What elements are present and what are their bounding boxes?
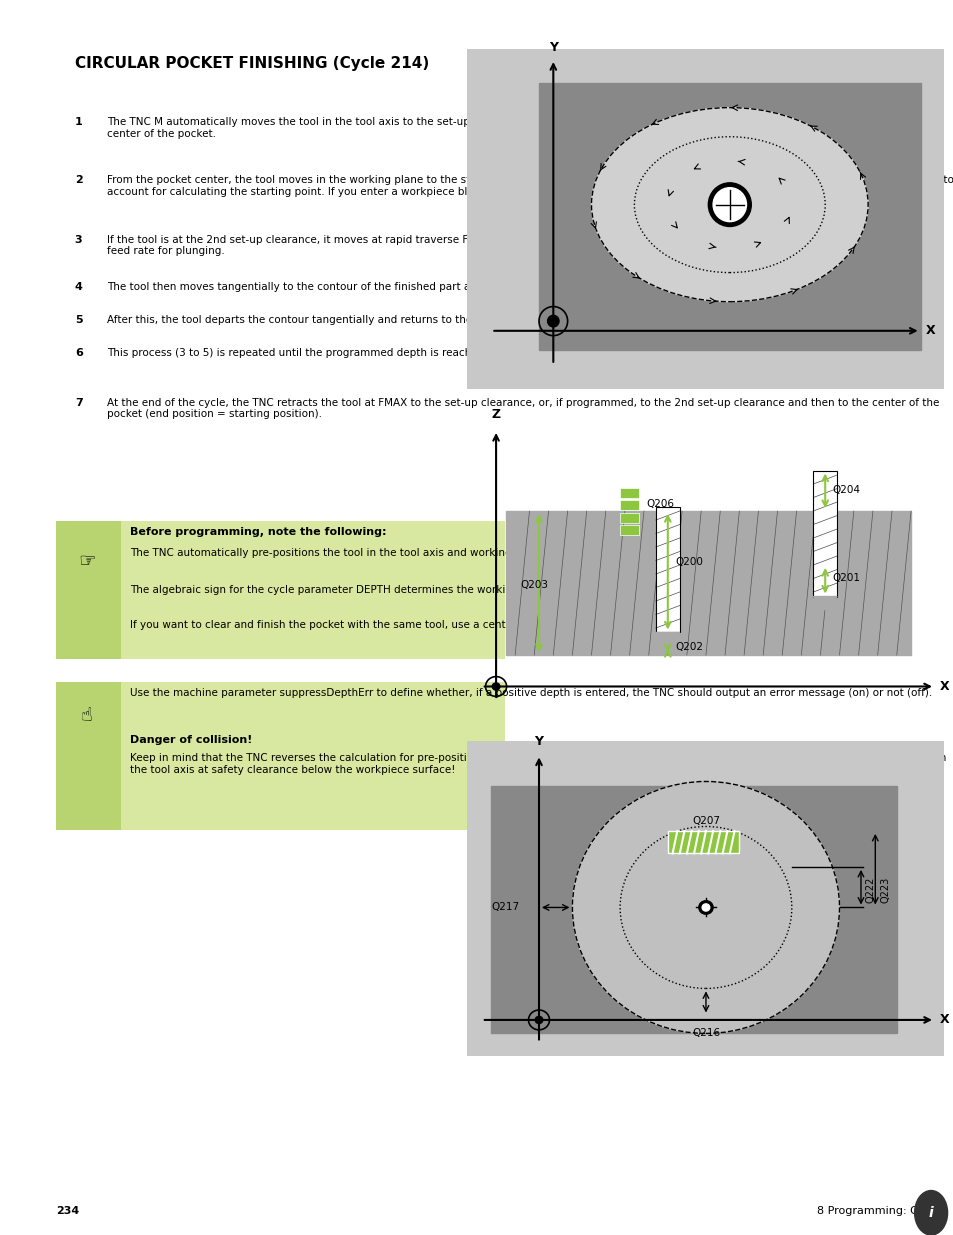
Circle shape (492, 683, 499, 690)
Text: 7: 7 (74, 398, 83, 408)
Text: 234: 234 (56, 1207, 80, 1216)
Text: The tool then moves tangentially to the contour of the finished part and, using : The tool then moves tangentially to the … (107, 282, 727, 291)
Bar (667, 831, 739, 853)
Text: The TNC automatically pre-positions the tool in the tool axis and working plane.: The TNC automatically pre-positions the … (130, 548, 546, 558)
Text: Y: Y (534, 735, 543, 747)
Text: The algebraic sign for the cycle parameter DEPTH determines the working directio: The algebraic sign for the cycle paramet… (130, 585, 876, 595)
Circle shape (572, 782, 839, 1034)
Text: ☞: ☞ (78, 552, 95, 571)
Text: If you want to clear and finish the pocket with the same tool, use a center-cut : If you want to clear and finish the pock… (130, 620, 844, 630)
FancyBboxPatch shape (56, 521, 120, 659)
Bar (619, 513, 639, 522)
Text: Keep in mind that the TNC reverses the calculation for pre-positioning when a po: Keep in mind that the TNC reverses the c… (130, 753, 945, 774)
Text: Q223: Q223 (879, 877, 889, 903)
Circle shape (712, 188, 746, 221)
Text: Q203: Q203 (519, 579, 547, 589)
Bar (656, 506, 679, 632)
Text: 2: 2 (74, 175, 83, 185)
Text: Z: Z (491, 408, 500, 421)
Text: At the end of the cycle, the TNC retracts the tool at FMAX to the set-up clearan: At the end of the cycle, the TNC retract… (107, 398, 939, 419)
Bar (619, 488, 639, 498)
Bar (505, 511, 910, 655)
Text: CIRCULAR POCKET FINISHING (Cycle 214): CIRCULAR POCKET FINISHING (Cycle 214) (74, 56, 429, 70)
Circle shape (547, 315, 558, 327)
Text: 6: 6 (74, 348, 83, 358)
Text: X: X (939, 680, 948, 693)
Text: 1: 1 (74, 117, 83, 127)
Text: Q216: Q216 (691, 1029, 720, 1039)
Text: Q202: Q202 (674, 642, 702, 652)
Text: Q222: Q222 (865, 877, 875, 903)
Circle shape (698, 900, 712, 914)
Text: ☝: ☝ (81, 706, 92, 725)
Text: This process (3 to 5) is repeated until the programmed depth is reached.: This process (3 to 5) is repeated until … (107, 348, 487, 358)
Ellipse shape (591, 107, 867, 301)
Text: 5: 5 (74, 315, 82, 325)
Bar (619, 500, 639, 510)
Text: Danger of collision!: Danger of collision! (130, 735, 252, 745)
Polygon shape (656, 632, 679, 646)
Circle shape (701, 904, 709, 911)
Polygon shape (812, 597, 837, 610)
Text: Q217: Q217 (492, 903, 519, 913)
Text: Use the machine parameter suppressDepthErr to define whether, if a positive dept: Use the machine parameter suppressDepthE… (130, 688, 931, 698)
Text: 8.3 Cycles for Milling Pockets, Studs and Slots: 8.3 Cycles for Milling Pockets, Studs an… (13, 480, 23, 755)
FancyBboxPatch shape (56, 682, 120, 830)
Text: Q200: Q200 (674, 557, 702, 567)
Text: i: i (928, 1205, 932, 1220)
Bar (619, 525, 639, 535)
Text: From the pocket center, the tool moves in the working plane to the starting poin: From the pocket center, the tool moves i… (107, 175, 953, 196)
Text: Before programming, note the following:: Before programming, note the following: (130, 527, 386, 537)
Text: Q207: Q207 (691, 816, 720, 826)
Bar (538, 84, 920, 351)
Text: 3: 3 (74, 235, 82, 245)
Text: Q204: Q204 (831, 485, 860, 495)
Text: X: X (939, 1014, 948, 1026)
Bar (491, 785, 896, 1034)
Text: After this, the tool departs the contour tangentially and returns to the startin: After this, the tool departs the contour… (107, 315, 659, 325)
Bar (812, 471, 837, 597)
Text: The TNC M automatically moves the tool in the tool axis to the set-up clearance,: The TNC M automatically moves the tool i… (107, 117, 917, 138)
Text: Q201: Q201 (831, 573, 860, 583)
Text: Q206: Q206 (646, 499, 674, 509)
Text: Y: Y (548, 41, 558, 54)
FancyBboxPatch shape (56, 682, 505, 830)
Text: X: X (924, 325, 934, 337)
Text: 8 Programming: Cycles: 8 Programming: Cycles (816, 1207, 945, 1216)
FancyBboxPatch shape (56, 521, 505, 659)
Circle shape (914, 1191, 946, 1235)
Text: If the tool is at the 2nd set-up clearance, it moves at rapid traverse FMAX to t: If the tool is at the 2nd set-up clearan… (107, 235, 927, 256)
Text: 4: 4 (74, 282, 83, 291)
Circle shape (707, 183, 751, 226)
Circle shape (535, 1016, 542, 1024)
